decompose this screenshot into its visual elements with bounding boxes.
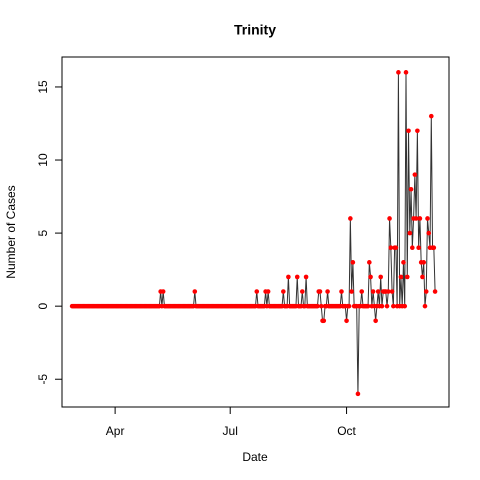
y-tick-label: 5 (36, 229, 50, 236)
data-point (423, 289, 429, 294)
data-point (387, 216, 392, 221)
data-point (346, 303, 352, 309)
data-point (426, 230, 432, 236)
y-tick-label: 10 (36, 153, 50, 167)
data-point (286, 274, 291, 280)
data-point (402, 303, 408, 309)
data-point (367, 260, 372, 265)
data-point (422, 303, 428, 309)
x-tick-label: Apr (106, 424, 125, 438)
y-axis-label: Number of Cases (4, 185, 18, 278)
data-point (294, 274, 300, 280)
data-point (254, 289, 260, 294)
y-tick-label: -5 (36, 374, 50, 385)
data-point (408, 186, 414, 192)
data-point (317, 289, 323, 294)
data-point (370, 289, 376, 294)
data-point (281, 289, 286, 294)
data-point (406, 128, 411, 134)
data-point (350, 260, 356, 265)
data-point (415, 128, 420, 134)
x-tick-label: Oct (337, 424, 356, 438)
x-axis-label: Date (242, 450, 268, 464)
data-point (420, 274, 425, 280)
x-tick-label: Jul (223, 424, 238, 438)
data-point (359, 289, 365, 294)
data-point (410, 245, 415, 251)
y-tick-label: 15 (36, 80, 50, 94)
data-point (192, 289, 198, 294)
data-point (403, 70, 409, 75)
data-point (401, 260, 406, 265)
data-point (299, 289, 305, 294)
data-point (325, 289, 330, 294)
data-point (425, 216, 430, 221)
data-point (339, 289, 344, 294)
data-point (431, 245, 437, 251)
data-point (391, 303, 396, 309)
data-point (384, 303, 390, 309)
data-point (413, 216, 419, 221)
plot-frame (61, 56, 450, 408)
data-point (428, 113, 434, 119)
data-point (379, 303, 385, 309)
chart-title: Trinity (234, 22, 276, 38)
data-point (417, 216, 423, 221)
data-point (407, 230, 413, 236)
series-line (72, 72, 436, 394)
data-point (375, 289, 381, 294)
data-point (349, 289, 354, 294)
data-point (355, 391, 361, 397)
data-point (404, 274, 410, 280)
data-point (344, 318, 349, 324)
data-point (265, 289, 271, 294)
data-point (348, 216, 353, 221)
y-tick-label: 0 (36, 303, 50, 310)
data-point (368, 274, 373, 280)
data-point (396, 70, 401, 75)
data-point (393, 245, 399, 251)
data-point (321, 318, 327, 324)
data-point (389, 289, 395, 294)
data-point (303, 274, 309, 280)
data-point (365, 303, 371, 309)
data-point (160, 289, 166, 294)
data-point (412, 172, 418, 177)
data-point (318, 303, 324, 309)
data-point (315, 303, 320, 309)
data-point (385, 289, 391, 294)
data-point (388, 245, 394, 251)
data-point (432, 289, 438, 294)
data-point (373, 318, 378, 324)
data-point (398, 274, 404, 280)
data-point (416, 245, 421, 251)
data-point (421, 260, 427, 265)
data-point (378, 274, 384, 280)
